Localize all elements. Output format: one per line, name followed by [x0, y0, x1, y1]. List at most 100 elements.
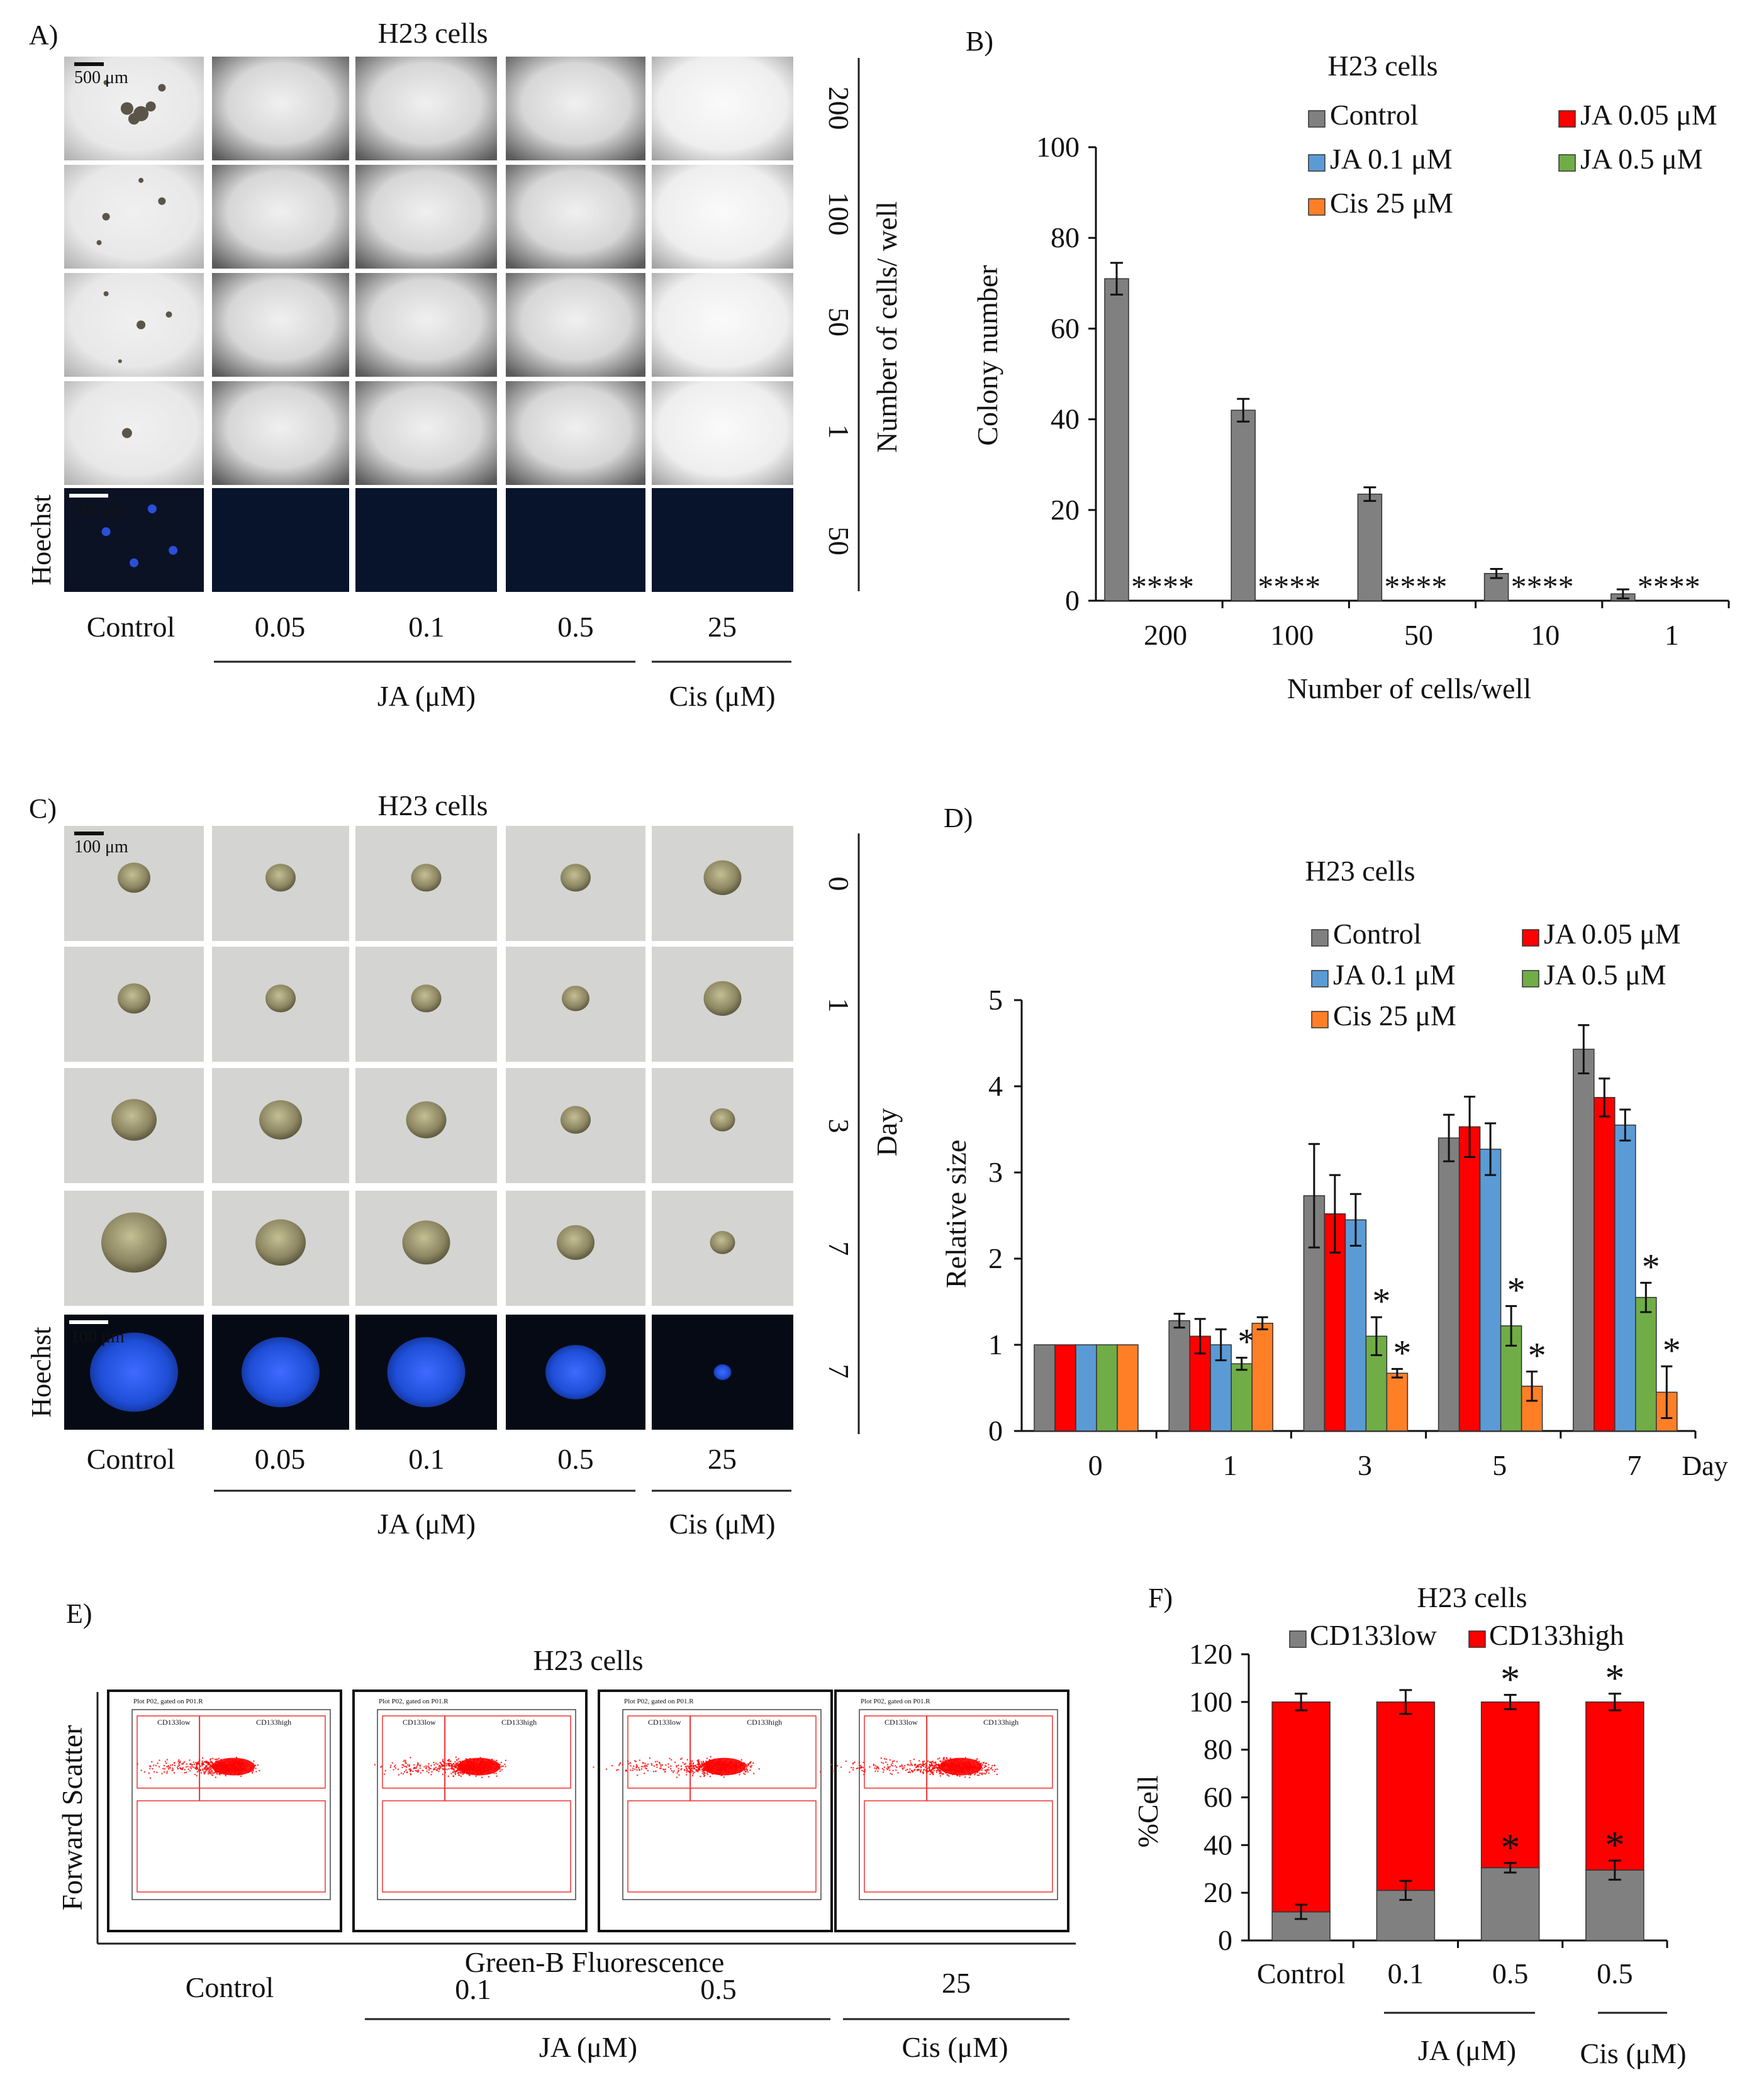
- panel-d-ylabel: Relative size: [940, 1140, 972, 1288]
- micrograph-r3-c0: [64, 381, 204, 485]
- significance-star: *: [1642, 1246, 1660, 1287]
- micrograph-r2-c0: [64, 1068, 204, 1183]
- hoechst-spheroid: [713, 1364, 732, 1381]
- spheroid: [265, 864, 296, 892]
- ja-group-label: JA (μM): [377, 680, 476, 712]
- column-label: 0.1: [408, 611, 445, 643]
- spheroid: [710, 1230, 735, 1254]
- micrograph-r1-c4: [652, 165, 793, 269]
- panel-e-xtitle: Green-B Fluorescence: [465, 1946, 725, 1978]
- panel-b-letter: B): [966, 26, 993, 57]
- x-tick-label: 7: [1627, 1449, 1641, 1481]
- x-tick-label: Control: [1257, 1957, 1346, 1990]
- panel-d-title: H23 cells: [1305, 855, 1415, 887]
- x-tick-label: 10: [1531, 619, 1560, 651]
- bar-series-1: [1054, 1344, 1076, 1432]
- flow-density-core: [939, 1757, 983, 1776]
- legend-swatch: [1522, 929, 1539, 947]
- micrograph-r4-c2: [355, 1315, 497, 1430]
- flow-plot-header: Plot P02, gated on P01.R: [379, 1698, 449, 1705]
- flow-plot-0: Plot P02, gated on P01.R CD133low CD133hig…: [107, 1690, 342, 1932]
- significance-star: *: [1500, 1658, 1520, 1701]
- significance-star: *: [1605, 1824, 1624, 1867]
- spheroid: [101, 1212, 167, 1273]
- x-tick-label: 5: [1492, 1449, 1507, 1481]
- legend-label: Control: [1333, 918, 1422, 950]
- panel-f-chart: F) H23 cells %Cell CD133low CD133high 0 20 4…: [1132, 1581, 1687, 2069]
- significance-stars: ****: [1131, 569, 1194, 604]
- colony-dot: [158, 84, 166, 92]
- legend-label: CD133high: [1489, 1619, 1624, 1651]
- hoechst-row-label: Hoechst: [26, 1327, 57, 1417]
- scale-bar: 500 μm 500 μm: [69, 62, 128, 520]
- bar-cd133low: [1480, 1867, 1540, 1941]
- micrograph-r0-c1: [212, 57, 349, 160]
- hoechst-dot: [130, 558, 138, 567]
- micrograph-r2-c3: [506, 273, 645, 377]
- bar-series-3: [1635, 1296, 1657, 1432]
- colony-dot: [128, 113, 140, 125]
- micrograph-r3-c3: [506, 1191, 645, 1306]
- panel-c: C) H23 cells 100 μm 100 μm Hoechst Day 0 1 3…: [26, 789, 903, 1540]
- row-label: 200: [823, 87, 855, 130]
- hoechst-dot: [147, 504, 157, 513]
- micrograph-r3-c4: [652, 381, 793, 485]
- scale-bar: 100 μm 100 μm: [69, 832, 128, 1347]
- micrograph-r0-c1: [212, 826, 349, 941]
- bar-cd133high: [1271, 1701, 1331, 1913]
- x-tick-label: 0.1: [1388, 1957, 1424, 1990]
- micrograph-r2-c4: [652, 273, 793, 377]
- flow-plot-2: Plot P02, gated on P01.R CD133low CD133hig…: [593, 1690, 833, 1932]
- y-tick-label: 5: [988, 984, 1003, 1016]
- micrograph-r3-c1: [212, 381, 349, 485]
- panel-b-xlabel: Number of cells/well: [1287, 672, 1531, 704]
- micrograph-r2-c1: [212, 273, 349, 377]
- flow-density-core: [212, 1757, 255, 1776]
- micrograph-r4-c3: [506, 488, 645, 592]
- row-label: 1: [823, 425, 855, 439]
- colony-dot: [121, 428, 132, 438]
- bar-series-3: [1096, 1344, 1118, 1432]
- bar-series-1: [1458, 1126, 1481, 1432]
- legend-label: JA 0.1 μM: [1333, 959, 1456, 991]
- hoechst-spheroid: [545, 1345, 606, 1400]
- panel-b-chart: B) H23 cells Colony number Number of cel…: [966, 26, 1730, 704]
- micrograph-r4-c0: [64, 1315, 204, 1430]
- legend-label: Cis 25 μM: [1333, 999, 1456, 1032]
- legend-label: JA 0.5 μM: [1580, 143, 1703, 175]
- micrograph-r1-c1: [212, 165, 349, 269]
- micrograph-r4-c4: [652, 488, 793, 592]
- x-tick-label: 50: [1404, 619, 1433, 651]
- spheroid: [118, 862, 150, 893]
- colony-dot: [120, 102, 133, 115]
- spheroid: [118, 983, 150, 1014]
- colony-dot: [158, 197, 166, 205]
- y-tick-label: 100: [1189, 1686, 1232, 1718]
- column-label: 0.1: [455, 1973, 491, 2005]
- column-label: 0.5: [557, 611, 594, 643]
- flow-plot-3: Plot P02, gated on P01.R CD133low CD133hig…: [820, 1690, 1069, 1932]
- spheroid: [111, 1099, 157, 1141]
- panel-a-letter: A): [29, 19, 58, 50]
- spheroid: [710, 1108, 735, 1132]
- ja-group-label: JA (μM): [539, 2031, 637, 2063]
- colony-dot: [138, 177, 144, 183]
- column-label: Control: [186, 1971, 274, 2003]
- column-label: 0.5: [557, 1443, 594, 1475]
- spheroid: [406, 1101, 447, 1138]
- micrograph-r2-c2: [355, 273, 497, 377]
- ja-group-label: JA (μM): [1418, 2034, 1516, 2066]
- gate-label-low: CD133low: [885, 1718, 918, 1727]
- micrograph-r4-c1: [212, 1315, 349, 1430]
- legend-swatch: [1468, 1630, 1486, 1648]
- micrograph-r1-c0: [64, 947, 204, 1062]
- legend-label: Cis 25 μM: [1330, 187, 1453, 219]
- panel-a: A) H23 cells 500 μm 500 μm Hoechst Number …: [26, 17, 903, 712]
- significance-stars: ****: [1258, 569, 1320, 604]
- panel-b-ylabel: Colony number: [971, 265, 1003, 445]
- significance-star: *: [1393, 1332, 1411, 1373]
- hoechst-spheroid: [387, 1337, 466, 1408]
- colony-dot: [102, 213, 110, 221]
- y-tick-label: 20: [1051, 494, 1080, 526]
- y-tick-label: 80: [1203, 1734, 1232, 1766]
